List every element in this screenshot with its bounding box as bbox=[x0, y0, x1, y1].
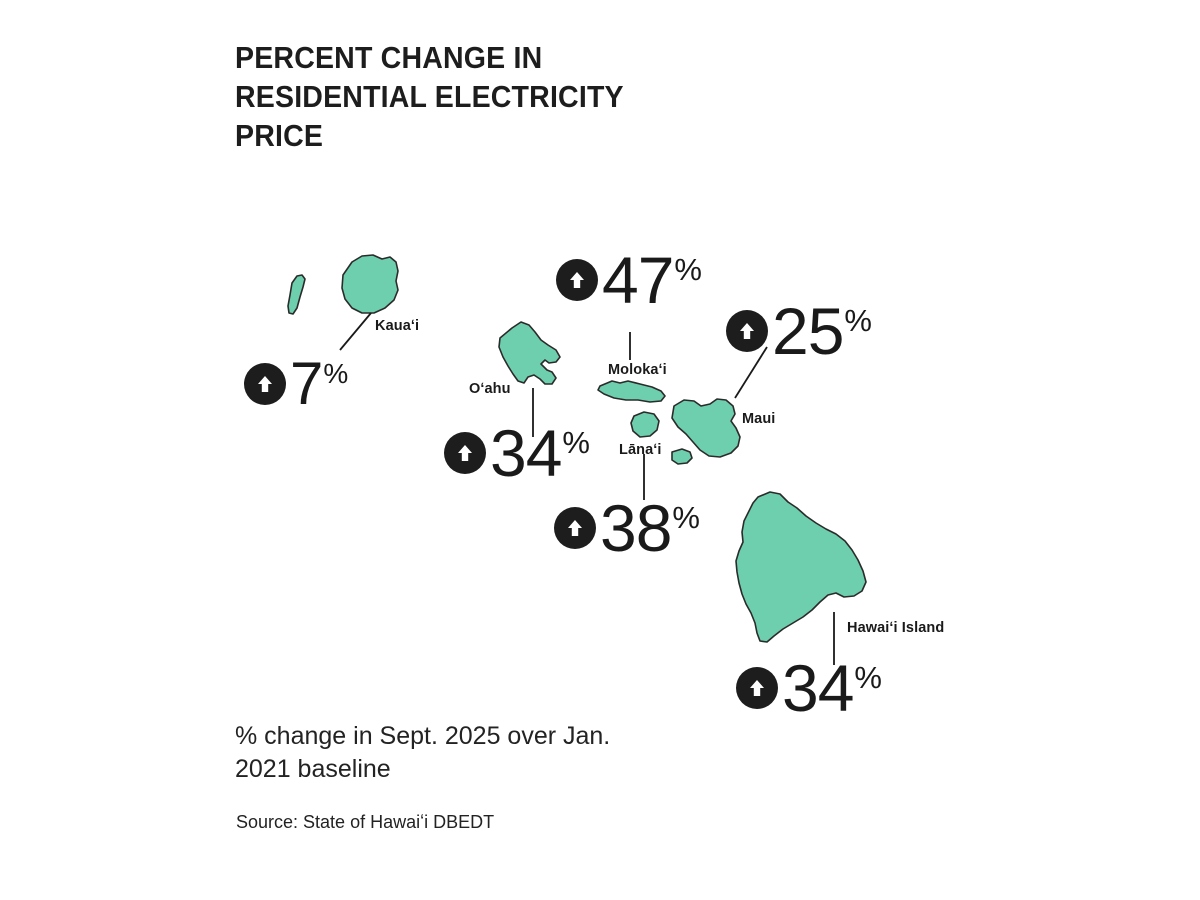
island-shape-molokai bbox=[597, 380, 666, 403]
arrow-up-icon bbox=[444, 432, 486, 475]
percent-symbol: % bbox=[674, 252, 702, 287]
callout-oahu: 34 % bbox=[444, 416, 590, 490]
island-shape-lanai bbox=[630, 411, 660, 438]
callout-value-maui: 25 bbox=[772, 294, 844, 368]
leader-line-kauai bbox=[339, 312, 372, 351]
page-title: PERCENT CHANGE IN RESIDENTIAL ELECTRICIT… bbox=[235, 40, 624, 153]
callout-value-oahu: 34 bbox=[490, 416, 562, 490]
island-shape-maui bbox=[671, 398, 741, 458]
arrow-up-icon bbox=[556, 259, 598, 302]
island-label-kauai: Kauaʻi bbox=[375, 318, 420, 334]
callout-value-lanai: 38 bbox=[600, 491, 672, 565]
arrow-up-icon bbox=[726, 310, 768, 353]
arrow-up-icon bbox=[554, 507, 596, 550]
footnote-text: % change in Sept. 2025 over Jan. 2021 ba… bbox=[235, 722, 611, 783]
source-text: Source: State of Hawaiʻi DBEDT bbox=[236, 812, 495, 832]
arrow-up-icon bbox=[244, 362, 286, 405]
arrow-up-icon bbox=[736, 667, 778, 710]
callout-maui: 25 % bbox=[726, 294, 872, 368]
island-label-oahu: Oʻahu bbox=[469, 381, 511, 397]
callout-lanai: 38 % bbox=[554, 491, 700, 565]
callout-molokai: 47 % bbox=[556, 243, 702, 317]
percent-symbol: % bbox=[562, 425, 590, 460]
callout-value-molokai: 47 bbox=[602, 243, 674, 317]
callout-value-hawaii: 34 bbox=[782, 651, 854, 725]
callout-hawaii: 34 % bbox=[736, 651, 882, 725]
island-label-lanai: Lānaʻi bbox=[619, 442, 662, 458]
percent-symbol: % bbox=[844, 303, 872, 338]
island-shape-niihau bbox=[287, 274, 306, 315]
percent-symbol: % bbox=[854, 660, 882, 695]
percent-symbol: % bbox=[323, 358, 349, 389]
island-shape-oahu bbox=[498, 321, 561, 385]
island-label-hawaii: Hawaiʻi Island bbox=[847, 620, 945, 636]
island-shape-kahoolawe bbox=[671, 448, 693, 465]
island-shape-kauai bbox=[341, 254, 399, 314]
percent-symbol: % bbox=[672, 500, 700, 535]
callout-kauai: 7 % bbox=[244, 350, 349, 417]
island-label-maui: Maui bbox=[742, 411, 776, 427]
island-label-molokai: Molokaʻi bbox=[608, 362, 667, 378]
callout-value-kauai: 7 bbox=[290, 350, 323, 417]
